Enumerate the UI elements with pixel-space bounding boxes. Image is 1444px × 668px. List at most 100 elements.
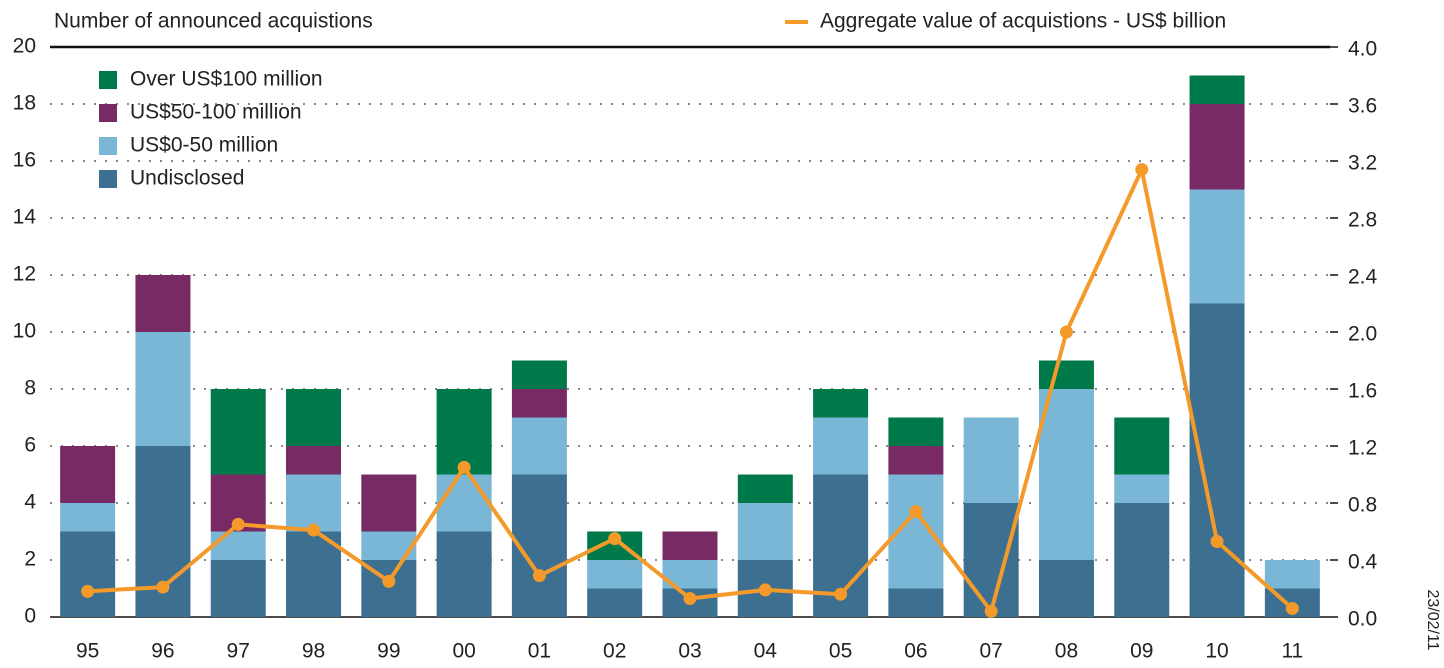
line-point: [758, 583, 772, 597]
x-tick-label: 10: [1205, 640, 1228, 663]
y2-tick-label: 2.4: [1348, 266, 1378, 289]
x-tick-label: 05: [829, 640, 852, 663]
bar-segment: [1189, 189, 1245, 304]
y2-tick-label: 1.6: [1348, 380, 1377, 403]
x-tick-label: 95: [76, 640, 99, 663]
bar-segment: [511, 389, 567, 418]
bar-segment: [1189, 104, 1245, 190]
bar-segment: [60, 446, 116, 503]
x-tick-label: 99: [377, 640, 400, 663]
line-point: [1059, 325, 1073, 339]
bar-segment: [662, 531, 718, 560]
y2-tick-label: 0.8: [1348, 494, 1377, 517]
x-tick-label: 06: [904, 640, 927, 663]
line-point: [156, 580, 170, 594]
x-tick-label: 08: [1055, 640, 1078, 663]
y-tick-label: 4: [24, 491, 36, 514]
line-point: [457, 460, 471, 474]
bar-segment: [1038, 389, 1094, 560]
line-point: [909, 505, 923, 519]
x-tick-label: 09: [1130, 640, 1153, 663]
line-point: [1210, 534, 1224, 548]
y2-tick-label: 0.0: [1348, 608, 1377, 631]
bar-segment: [587, 560, 643, 589]
bar-segment: [286, 446, 342, 475]
line-point: [834, 587, 848, 601]
bar-segment: [737, 474, 793, 503]
line-point: [1285, 601, 1299, 615]
bar-segment: [361, 474, 417, 532]
y-tick-label: 2: [24, 548, 36, 571]
y2-tick-label: 2.8: [1348, 209, 1377, 232]
bar-segment: [963, 417, 1019, 503]
bar-segment: [813, 417, 869, 475]
legend-swatch: [99, 71, 117, 89]
bar-segment: [436, 389, 492, 475]
y-tick-label: 0: [24, 605, 36, 628]
x-tick-label: 01: [528, 640, 551, 663]
bar-segment: [436, 474, 492, 532]
bar-segment: [1114, 417, 1170, 475]
y-tick-label: 6: [24, 434, 36, 457]
bar-segment: [286, 389, 342, 446]
bar-segment: [135, 275, 191, 332]
bar-segment: [135, 332, 191, 446]
legend-swatch: [99, 137, 117, 155]
bar-segment: [511, 417, 567, 475]
x-tick-label: 97: [227, 640, 250, 663]
line-point: [984, 604, 998, 618]
y2-tick-label: 1.2: [1348, 437, 1377, 460]
x-tick-label: 98: [302, 640, 325, 663]
y-tick-label: 12: [13, 263, 36, 286]
legend-label: US$50-100 million: [130, 101, 302, 124]
y-axis-label: Number of announced acquistions: [54, 10, 373, 33]
bar-segment: [1264, 560, 1320, 589]
bar-segment: [511, 360, 567, 389]
line-point: [608, 532, 622, 546]
bar-segment: [963, 503, 1019, 617]
line-point: [382, 574, 396, 588]
line-point: [81, 584, 95, 598]
bar-segment: [1038, 560, 1094, 617]
x-tick-label: 03: [678, 640, 701, 663]
line-point: [1135, 163, 1149, 177]
line-point: [532, 569, 546, 583]
bar-segment: [436, 531, 492, 617]
y-tick-label: 18: [13, 92, 36, 115]
legend-label: US$0-50 million: [130, 134, 278, 157]
bar-segment: [60, 531, 116, 617]
bar-segment: [1038, 360, 1094, 389]
legend-label: Over US$100 million: [130, 68, 323, 91]
x-tick-label: 02: [603, 640, 626, 663]
bar-segment: [210, 389, 266, 475]
bar-segment: [888, 417, 944, 446]
x-tick-label: 04: [754, 640, 778, 663]
bar-segment: [813, 389, 869, 418]
x-tick-label: 96: [151, 640, 174, 663]
legend-label: Undisclosed: [130, 167, 244, 190]
bar-segment: [1114, 474, 1170, 503]
line-point: [231, 517, 245, 531]
y2-tick-label: 0.4: [1348, 551, 1378, 574]
y2-tick-label: 2.0: [1348, 323, 1377, 346]
y2-tick-label: 4.0: [1348, 38, 1377, 61]
y-tick-label: 10: [13, 320, 36, 343]
y-tick-label: 20: [13, 35, 36, 58]
legend-swatch: [99, 104, 117, 122]
y2-tick-label: 3.2: [1348, 152, 1377, 175]
y-tick-label: 16: [13, 149, 36, 172]
bar-segment: [587, 588, 643, 617]
line-point: [307, 523, 321, 537]
bar-segment: [888, 588, 944, 617]
x-tick-label: 00: [452, 640, 475, 663]
y2-tick-label: 3.6: [1348, 95, 1377, 118]
bar-segment: [1189, 75, 1245, 104]
bar-segment: [60, 503, 116, 532]
y-tick-label: 14: [13, 206, 37, 229]
bar-segment: [286, 474, 342, 532]
bar-segment: [210, 560, 266, 617]
bar-segment: [737, 503, 793, 560]
bar-segment: [1189, 303, 1245, 617]
date-note: 23/02/11: [1424, 589, 1441, 650]
